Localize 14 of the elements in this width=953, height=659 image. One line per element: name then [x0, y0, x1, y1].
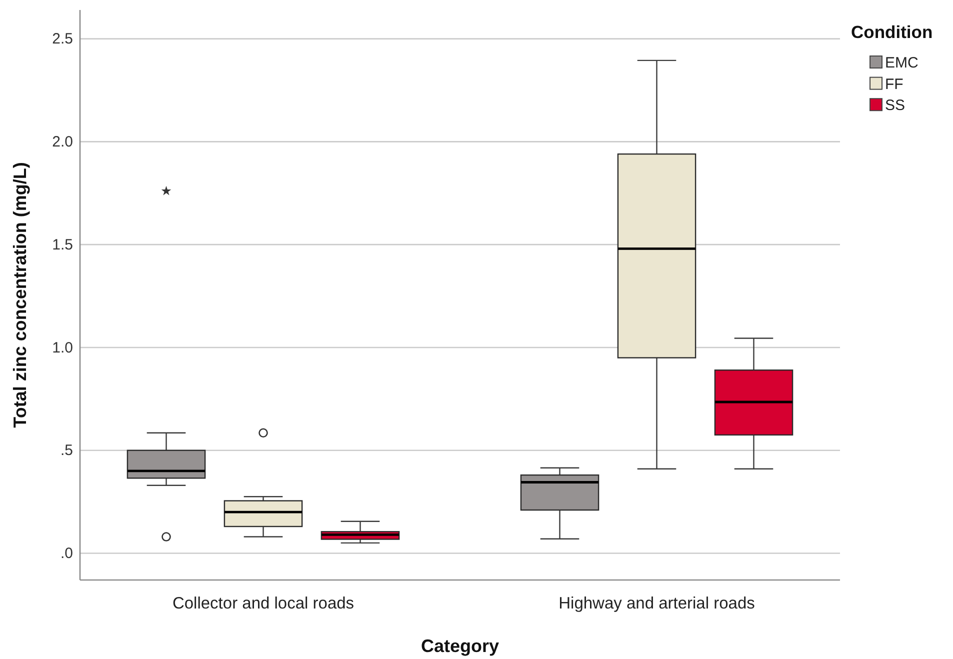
- legend-label: FF: [885, 76, 904, 93]
- legend-label: EMC: [885, 54, 918, 72]
- x-tick-label: Highway and arterial roads: [558, 594, 755, 613]
- x-axis-title: Category: [420, 636, 500, 656]
- legend-title: Condition: [851, 22, 933, 42]
- y-tick-label: .5: [60, 442, 73, 460]
- y-tick-label: 2.0: [52, 133, 73, 150]
- y-tick-label: 1.0: [52, 339, 73, 356]
- y-tick-label: 1.5: [52, 236, 73, 254]
- y-axis-title: Total zinc concentration (mg/L): [10, 162, 30, 428]
- legend-label: SS: [885, 97, 906, 114]
- y-tick-label: 2.5: [52, 30, 73, 48]
- y-tick-label: .0: [60, 545, 73, 562]
- x-tick-label: Collector and local roads: [172, 594, 354, 613]
